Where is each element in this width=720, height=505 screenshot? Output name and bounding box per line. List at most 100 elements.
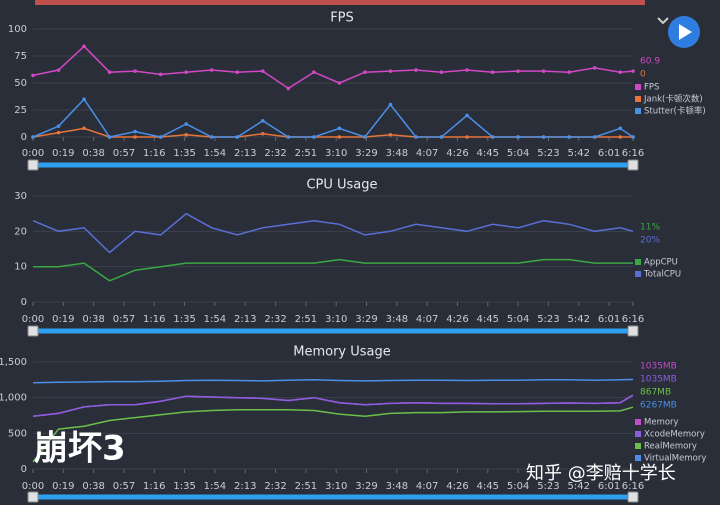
x-tick-label: 0:00	[22, 314, 44, 325]
point	[56, 124, 61, 128]
point	[260, 69, 265, 73]
x-tick-label: 3:10	[325, 481, 347, 492]
y-tick-label: 0	[21, 464, 27, 475]
x-tick-label: 0:19	[52, 148, 74, 159]
slider-handle[interactable]	[27, 325, 39, 337]
x-tick-label: 0:38	[82, 314, 104, 325]
legend-swatch	[635, 455, 641, 461]
slider-handle[interactable]	[627, 159, 639, 171]
point	[133, 129, 137, 134]
x-tick-label: 5:04	[507, 481, 529, 492]
x-tick-label: 2:13	[234, 481, 256, 492]
x-tick-label: 1:16	[143, 314, 165, 325]
point	[31, 135, 35, 139]
top-bar	[35, 0, 645, 5]
x-tick-label: 2:13	[234, 148, 256, 159]
point	[439, 135, 444, 139]
x-tick-label: 0:00	[22, 148, 44, 159]
point	[312, 70, 316, 74]
point	[567, 135, 571, 139]
point	[388, 133, 393, 137]
x-tick-label: 1:54	[204, 148, 226, 159]
series-line	[32, 212, 634, 254]
legend-swatch	[635, 96, 641, 102]
x-tick-label: 2:51	[295, 148, 317, 159]
point	[592, 135, 597, 139]
x-tick-label: 1:54	[204, 481, 226, 492]
legend-swatch	[635, 84, 641, 90]
y-tick-label: 30	[14, 191, 27, 202]
legend-swatch	[635, 108, 641, 114]
point	[618, 135, 623, 139]
play-icon[interactable]	[679, 24, 692, 40]
x-tick-label: 4:45	[477, 148, 499, 159]
x-tick-label: 1:35	[173, 314, 195, 325]
point	[414, 68, 418, 72]
y-tick-label: 0	[21, 132, 27, 143]
y-tick-label: 500	[8, 428, 27, 439]
y-tick-label: 1,000	[0, 393, 27, 404]
x-tick-label: 5:04	[507, 148, 529, 159]
point	[388, 102, 393, 107]
slider-handle[interactable]	[27, 491, 39, 503]
x-tick-label: 3:48	[386, 314, 408, 325]
y-tick-label: 1,500	[0, 357, 27, 368]
y-tick-label: 100	[8, 24, 27, 35]
point	[184, 70, 188, 74]
legend-label: FPS	[644, 83, 659, 93]
x-tick-label: 4:45	[477, 481, 499, 492]
x-tick-label: 4:26	[446, 481, 468, 492]
chart-title: CPU Usage	[306, 178, 377, 193]
x-tick-label: 2:32	[264, 481, 286, 492]
x-tick-label: 5:23	[537, 481, 559, 492]
slider-handle[interactable]	[627, 325, 639, 337]
x-tick-label: 2:13	[234, 314, 256, 325]
x-tick-label: 0:57	[113, 314, 135, 325]
legend-swatch	[635, 443, 641, 449]
x-tick-label: 6:16	[622, 314, 644, 325]
x-tick-label: 4:45	[477, 314, 499, 325]
point	[286, 135, 291, 139]
readout: 1035MB	[640, 375, 677, 385]
x-tick-label: 5:04	[507, 314, 529, 325]
x-tick-label: 4:26	[446, 148, 468, 159]
x-tick-label: 0:38	[82, 481, 104, 492]
point	[490, 70, 495, 74]
x-tick-label: 1:35	[173, 148, 195, 159]
point	[133, 69, 137, 73]
chevron[interactable]	[657, 17, 669, 25]
slider-handle[interactable]	[27, 159, 39, 171]
x-tick-label: 0:19	[52, 314, 74, 325]
point	[56, 68, 61, 72]
readout: 0	[640, 70, 646, 80]
point	[286, 86, 291, 91]
chart: FPS 0 25 50 75 100 0:00 0:19 0:38 0:57 1:16 1:35 1:5…	[8, 11, 706, 171]
readout: 1035MB	[640, 362, 677, 372]
point	[337, 126, 342, 131]
x-tick-label: 6:01	[598, 481, 620, 492]
point	[490, 135, 495, 139]
legend-label: Jank(卡顿次数)	[643, 94, 703, 105]
point	[567, 70, 571, 74]
x-tick-label: 4:26	[446, 314, 468, 325]
point	[184, 133, 188, 137]
point	[541, 135, 546, 139]
x-tick-label: 6:16	[622, 148, 644, 159]
x-tick-label: 0:19	[52, 481, 74, 492]
point	[337, 135, 342, 139]
legend-label: Stutter(卡顿率)	[644, 106, 706, 117]
x-tick-label: 6:01	[598, 314, 620, 325]
play-button[interactable]	[668, 16, 700, 48]
point	[618, 70, 623, 74]
legend-label: Memory	[644, 418, 679, 428]
y-tick-label: 25	[14, 105, 27, 116]
x-tick-label: 5:23	[537, 314, 559, 325]
slider-track	[33, 328, 633, 334]
legend-label: TotalCPU	[643, 270, 681, 280]
point	[82, 97, 86, 101]
x-tick-label: 2:51	[295, 481, 317, 492]
slider-handle[interactable]	[627, 491, 639, 503]
